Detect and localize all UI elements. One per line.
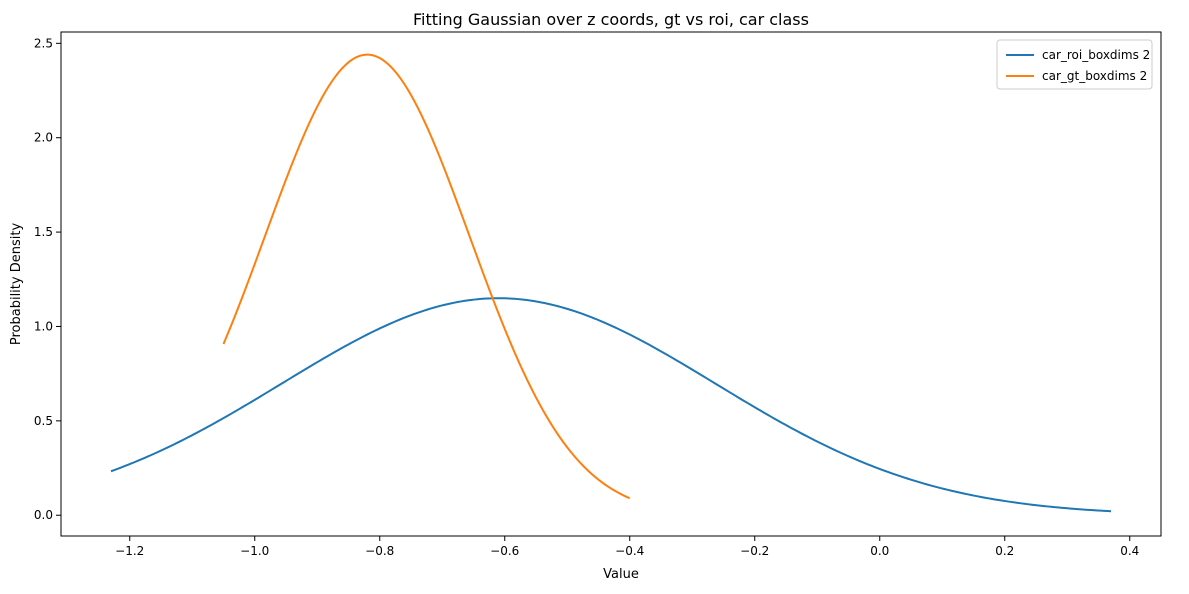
x-tick-label: −0.6 [490, 544, 519, 558]
plot-frame [60, 31, 1162, 537]
x-tick-label: −0.8 [365, 544, 394, 558]
y-tick-label: 0.0 [34, 508, 53, 522]
series-line-1 [110, 297, 1112, 513]
x-tick-label: 0.2 [995, 544, 1014, 558]
x-tick-label: −0.2 [740, 544, 769, 558]
y-tick-label: 1.0 [34, 319, 53, 333]
x-tick-label: −1.2 [115, 544, 144, 558]
series-line-2 [222, 53, 631, 500]
legend: car_roi_boxdims 2 car_gt_boxdims 2 [996, 39, 1153, 90]
x-tick-label: 0.0 [870, 544, 889, 558]
y-tick-label: 1.5 [34, 225, 53, 239]
x-tick-label: 0.4 [1120, 544, 1139, 558]
legend-label: car_gt_boxdims 2 [1042, 69, 1147, 83]
legend-label: car_roi_boxdims 2 [1042, 48, 1150, 62]
x-axis-label: Value [603, 567, 639, 582]
y-tick-label: 0.5 [34, 414, 53, 428]
y-tick-label: 2.5 [34, 36, 53, 50]
x-tick-label: −1.0 [240, 544, 269, 558]
x-axis-ticks: −1.2 −1.0 −0.8 −0.6 −0.4 −0.2 0.0 0.2 0.4 [115, 536, 1139, 558]
y-tick-label: 2.0 [34, 131, 53, 145]
x-tick-label: −0.4 [615, 544, 644, 558]
legend-box [996, 39, 1153, 90]
plot-lines [110, 53, 1112, 513]
y-axis-label: Probability Density [9, 223, 24, 346]
y-axis-ticks: 0.0 0.5 1.0 1.5 2.0 2.5 [34, 36, 61, 522]
chart-title: Fitting Gaussian over z coords, gt vs ro… [413, 10, 809, 29]
